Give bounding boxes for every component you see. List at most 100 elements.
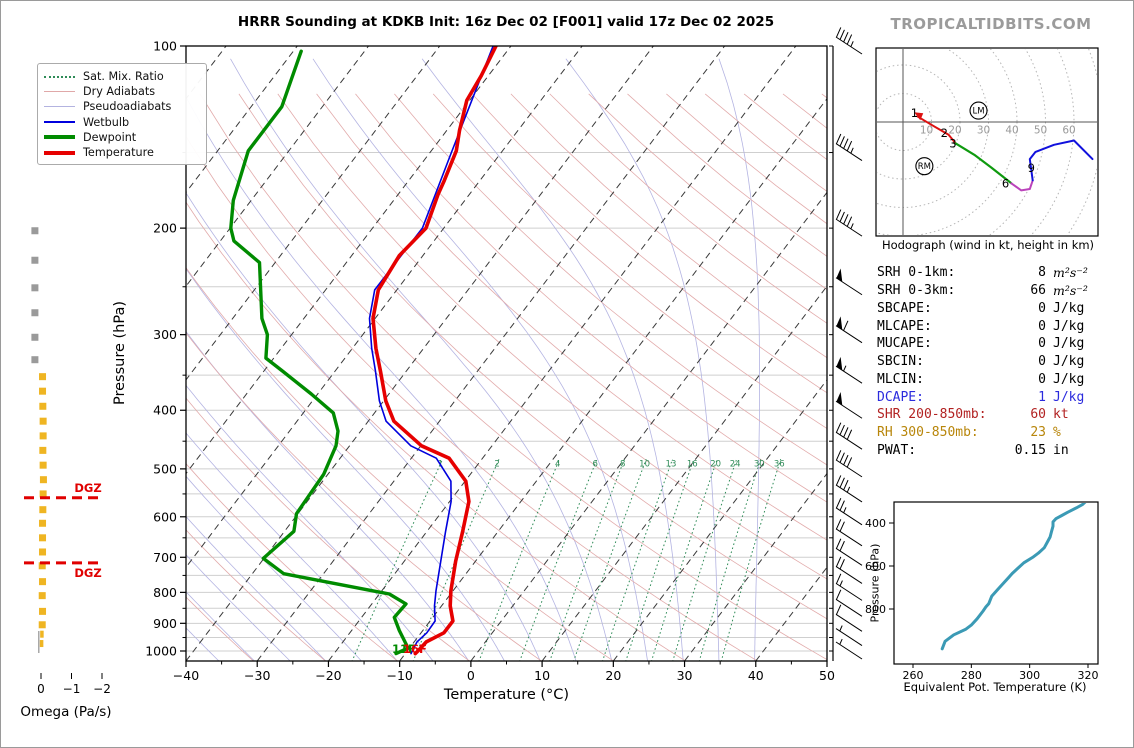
- svg-text:10: 10: [639, 460, 650, 470]
- svg-text:30: 30: [677, 668, 693, 683]
- stat-value: 0.15: [1014, 442, 1046, 458]
- dewpoint-curve: [229, 49, 410, 656]
- legend-item-label: Temperature: [83, 146, 154, 160]
- thetae-axis-label: Equivalent Pot. Temperature (K): [903, 680, 1087, 694]
- svg-text:20: 20: [710, 460, 721, 470]
- legend-item: Temperature: [44, 145, 200, 160]
- stat-value: 0: [1038, 354, 1046, 370]
- stat-value: 23: [1030, 425, 1046, 441]
- stat-row: SHR 200-850mb: 60 kt: [877, 406, 1111, 424]
- legend-box: Sat. Mix. Ratio Dry Adiabats Pseudoadiabat…: [37, 63, 207, 166]
- stat-row: MLCAPE: 0 J/kg: [877, 317, 1111, 335]
- svg-text:2: 2: [941, 126, 948, 140]
- svg-text:RM: RM: [918, 162, 931, 172]
- isotherms: [186, 46, 827, 661]
- stat-label: MLCIN:: [877, 371, 924, 387]
- svg-text:200: 200: [153, 221, 177, 236]
- stat-value: 8: [1038, 265, 1046, 281]
- legend-item-label: Sat. Mix. Ratio: [83, 70, 164, 84]
- stat-row: RH 300-850mb: 23%: [877, 424, 1111, 442]
- temperature-axis-label: Temperature (°C): [443, 687, 570, 703]
- wetbulb-curve: [368, 46, 494, 655]
- svg-text:−10: −10: [386, 668, 412, 683]
- svg-text:9: 9: [1028, 161, 1035, 175]
- stat-value: 0: [1038, 318, 1046, 334]
- stat-row: SRH 0-1km: 8 m²s⁻²: [877, 264, 1111, 282]
- stat-value: 0: [1038, 336, 1046, 352]
- legend-line-sample: [44, 106, 75, 108]
- stat-value: 66: [1030, 283, 1046, 299]
- svg-text:30: 30: [754, 460, 765, 470]
- stat-value: 60: [1030, 407, 1046, 423]
- svg-text:1000: 1000: [145, 644, 177, 659]
- stat-label: MLCAPE:: [877, 318, 932, 334]
- stat-value: 0: [1038, 371, 1046, 387]
- legend-item: Pseudoadiabats: [44, 99, 200, 114]
- legend-item: Wetbulb: [44, 115, 200, 130]
- omega-axis-label: Omega (Pa/s): [20, 704, 112, 720]
- svg-text:−40: −40: [173, 668, 199, 683]
- legend-line-sample: [44, 121, 75, 124]
- pressure-axis-label: Pressure (hPa): [112, 300, 128, 406]
- thetae-panel: 260 280 300 320 400 600 800: [865, 501, 1099, 682]
- svg-text:600: 600: [865, 560, 886, 573]
- svg-text:4: 4: [555, 460, 560, 470]
- svg-text:36: 36: [774, 460, 785, 470]
- svg-text:500: 500: [153, 461, 177, 476]
- legend-item-label: Dewpoint: [83, 130, 137, 144]
- skewt-axes: −40 −30 −20 −10 0 10 20 30 40 50 100 200 300 400 500 60…: [145, 39, 835, 684]
- skewt-grid: [186, 152, 827, 652]
- svg-text:20: 20: [948, 125, 961, 137]
- svg-text:20: 20: [605, 668, 621, 683]
- svg-text:800: 800: [153, 585, 177, 600]
- svg-text:300: 300: [1019, 669, 1040, 682]
- svg-text:40: 40: [1005, 125, 1018, 137]
- stat-unit: m²s⁻²: [1053, 265, 1088, 281]
- dry-adiabats: [186, 93, 827, 661]
- svg-text:−1: −1: [63, 682, 81, 696]
- surface-dewpoint-label: 11F: [392, 642, 416, 656]
- wind-barbs: [829, 27, 863, 661]
- stat-unit: J/kg: [1053, 318, 1085, 334]
- stat-label: SHR 200-850mb:: [877, 407, 987, 423]
- stat-unit: J/kg: [1053, 336, 1085, 352]
- omega-panel: 0 −1 −2: [24, 227, 111, 696]
- svg-text:8: 8: [620, 460, 625, 470]
- svg-text:−20: −20: [315, 668, 341, 683]
- stat-label: PWAT:: [877, 442, 917, 458]
- svg-text:60: 60: [1062, 125, 1075, 137]
- legend-item: Dewpoint: [44, 130, 200, 145]
- stat-label: MUCAPE:: [877, 336, 932, 352]
- svg-text:−2: −2: [93, 682, 111, 696]
- stat-unit: %: [1053, 425, 1061, 441]
- svg-text:10: 10: [920, 125, 933, 137]
- svg-text:3: 3: [949, 137, 956, 151]
- svg-text:300: 300: [153, 327, 177, 342]
- mix-ratio-lines: [351, 458, 782, 661]
- svg-text:2: 2: [494, 460, 499, 470]
- stat-unit: J/kg: [1053, 300, 1085, 316]
- svg-text:0: 0: [467, 668, 475, 683]
- svg-text:400: 400: [865, 517, 886, 530]
- svg-text:320: 320: [1078, 669, 1099, 682]
- hodograph-caption: Hodograph (wind in kt, height in km): [881, 238, 1095, 252]
- svg-text:100: 100: [153, 39, 177, 54]
- svg-text:24: 24: [730, 460, 741, 470]
- stat-label: SBCIN:: [877, 354, 924, 370]
- watermark: TROPICALTIDBITS.COM: [890, 15, 1092, 33]
- stat-unit: m²s⁻²: [1053, 283, 1088, 299]
- mix-ratio-labels: 1 2 4 6 8 10 13 16 20 24 30 36: [438, 460, 785, 470]
- svg-text:0: 0: [37, 682, 45, 696]
- stat-unit: J/kg: [1053, 389, 1085, 405]
- stat-label: RH 300-850mb:: [877, 425, 979, 441]
- dgz-label-lower: DGZ: [74, 566, 102, 580]
- legend-line-sample: [44, 150, 75, 155]
- stat-unit: J/kg: [1053, 371, 1085, 387]
- svg-text:6: 6: [1002, 177, 1009, 191]
- svg-text:600: 600: [153, 509, 177, 524]
- svg-text:50: 50: [819, 668, 835, 683]
- chart-title: HRRR Sounding at KDKB Init: 16z Dec 02 […: [237, 14, 775, 30]
- thetae-pressure-label: Pressure (hPa): [868, 543, 882, 623]
- svg-text:LM: LM: [972, 107, 984, 117]
- stat-row: SBCIN: 0 J/kg: [877, 353, 1111, 371]
